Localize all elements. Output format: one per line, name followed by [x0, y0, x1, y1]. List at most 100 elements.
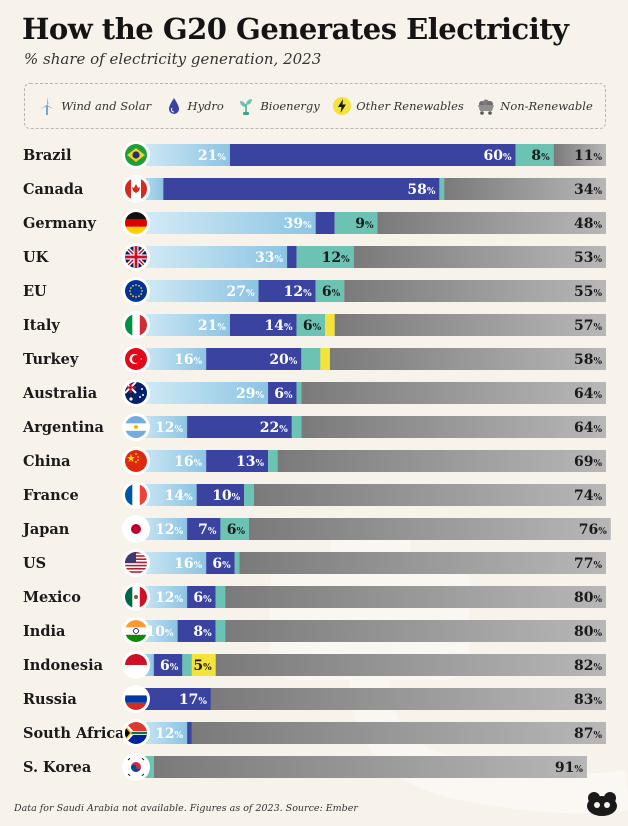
- bar-row: South Africa 12% 87%: [23, 719, 606, 747]
- bar-segment-hydro: [177, 620, 216, 642]
- row-label: Turkey: [23, 351, 79, 368]
- lightning-icon: [333, 97, 352, 115]
- row-label: South Africa: [23, 725, 125, 742]
- data-label: 14%: [165, 488, 193, 504]
- data-label: 11%: [574, 148, 602, 164]
- legend-item-non-renewable: Non-Renewable: [476, 96, 593, 116]
- data-label: 12%: [284, 284, 312, 300]
- data-label: 12%: [322, 250, 350, 266]
- brand-logo-icon: [587, 792, 617, 816]
- data-label: 91%: [555, 760, 583, 776]
- bar-row: Italy 21% 14% 6% 57%: [23, 311, 606, 339]
- legend-item-other-renewables: Other Renewables: [332, 96, 464, 116]
- bar-segment-hydro: [287, 246, 297, 268]
- legend-label: Bioenergy: [260, 99, 320, 113]
- bar-row: Brazil 21% 60% 8% 11%: [23, 141, 606, 169]
- data-label: 9%: [355, 216, 374, 232]
- bar-row: Canada 58% 34%: [23, 175, 606, 203]
- data-label: 21%: [198, 318, 226, 334]
- bar-row: China 16% 13% 69%: [23, 447, 606, 475]
- row-label: France: [23, 487, 79, 504]
- bar-segment-hydro: [268, 382, 297, 404]
- bar-segment-bioenergy: [296, 314, 326, 336]
- bar-segment-bioenergy: [182, 654, 192, 676]
- bar-row: S. Korea 91%: [23, 753, 587, 781]
- bar-segment-non-renewable: [210, 688, 607, 710]
- bar-segment-non-renewable: [277, 450, 606, 472]
- data-label: 74%: [574, 488, 602, 504]
- data-label: 27%: [226, 284, 254, 300]
- bar-segment-non-renewable: [191, 722, 606, 744]
- bar-segment-hydro: [163, 178, 440, 200]
- data-label: 6%: [160, 658, 179, 674]
- bar-row: US 16% 6% 77%: [23, 549, 607, 577]
- data-label: 39%: [284, 216, 312, 232]
- bar-segment-wind-and-solar: [130, 552, 207, 574]
- bar-segment-bioenergy: [296, 382, 302, 404]
- data-label: 6%: [212, 556, 231, 572]
- bar-segment-non-renewable: [301, 382, 606, 404]
- data-label: 22%: [260, 420, 288, 436]
- flag-icon: [122, 413, 150, 441]
- bar-segment-hydro: [315, 212, 335, 234]
- bar-segment-bioenergy: [215, 620, 226, 642]
- bar-segment-hydro: [187, 518, 221, 540]
- legend-label: Hydro: [187, 99, 224, 113]
- data-label: 80%: [574, 624, 602, 640]
- bar-segment-non-renewable: [334, 314, 606, 336]
- row-label: Argentina: [22, 419, 105, 436]
- bar-row: Russia 17% 83%: [23, 685, 607, 713]
- bar-row: Turkey 16% 20% 58%: [23, 345, 606, 373]
- data-label: 10%: [212, 488, 240, 504]
- bar-row: Argentina 12% 22% 64%: [22, 413, 606, 441]
- data-label: 48%: [574, 216, 602, 232]
- bar-segment-bioenergy: [215, 586, 226, 608]
- data-label: 29%: [236, 386, 264, 402]
- bar-segment-non-renewable: [153, 756, 587, 778]
- bar-segment-bioenergy: [315, 280, 345, 302]
- bar-row: Indonesia 6% 5% 82%: [23, 651, 606, 679]
- bar-segment-hydro: [206, 450, 269, 472]
- data-label: 8%: [531, 148, 550, 164]
- data-label: 80%: [574, 590, 602, 606]
- data-label: 6%: [303, 318, 322, 334]
- bar-segment-hydro: [196, 484, 245, 506]
- bar-segment-bioenergy: [220, 518, 249, 540]
- data-label: 12%: [155, 726, 183, 742]
- data-label: 8%: [193, 624, 212, 640]
- bar-row: Mexico 12% 6% 80%: [23, 583, 606, 611]
- data-label: 7%: [198, 522, 217, 538]
- flag-icon: [122, 141, 150, 169]
- data-label: 58%: [407, 182, 435, 198]
- data-label: 6%: [227, 522, 246, 538]
- bar-segment-wind-and-solar: [130, 348, 207, 370]
- bar-segment-bioenergy: [439, 178, 445, 200]
- data-label: 20%: [269, 352, 297, 368]
- bar-segment-other-renewables: [191, 654, 216, 676]
- bar-segment-non-renewable: [253, 484, 606, 506]
- data-label: 17%: [179, 692, 207, 708]
- bar-segment-non-renewable: [553, 144, 606, 166]
- bar-segment-hydro: [229, 314, 297, 336]
- bar-segment-non-renewable: [353, 246, 606, 268]
- bar-row: UK 33% 12% 53%: [23, 243, 606, 271]
- bar-segment-hydro: [206, 552, 235, 574]
- legend: Wind and Solar Hydro Bioenergy Other Ren…: [24, 83, 606, 129]
- bar-segment-bioenergy: [291, 416, 302, 438]
- bar-segment-hydro: [258, 280, 316, 302]
- bar-segment-wind-and-solar: [130, 450, 207, 472]
- bar-segment-hydro: [130, 688, 211, 710]
- bar-segment-wind-and-solar: [130, 246, 288, 268]
- row-label: Japan: [21, 521, 70, 538]
- row-label: Australia: [22, 385, 98, 402]
- bar-segment-non-renewable: [239, 552, 607, 574]
- flag-icon: [122, 447, 150, 475]
- bar-row: EU 27% 12% 6% 55%: [23, 277, 606, 305]
- data-label: 6%: [322, 284, 341, 300]
- flag-icon: [122, 379, 150, 407]
- bar-segment-hydro: [229, 144, 516, 166]
- bar-row: Australia 29% 6% 64%: [22, 379, 606, 407]
- bar-segment-hydro: [206, 348, 302, 370]
- bar-row: India 10% 8% 80%: [23, 617, 606, 645]
- flag-icon: [122, 243, 150, 271]
